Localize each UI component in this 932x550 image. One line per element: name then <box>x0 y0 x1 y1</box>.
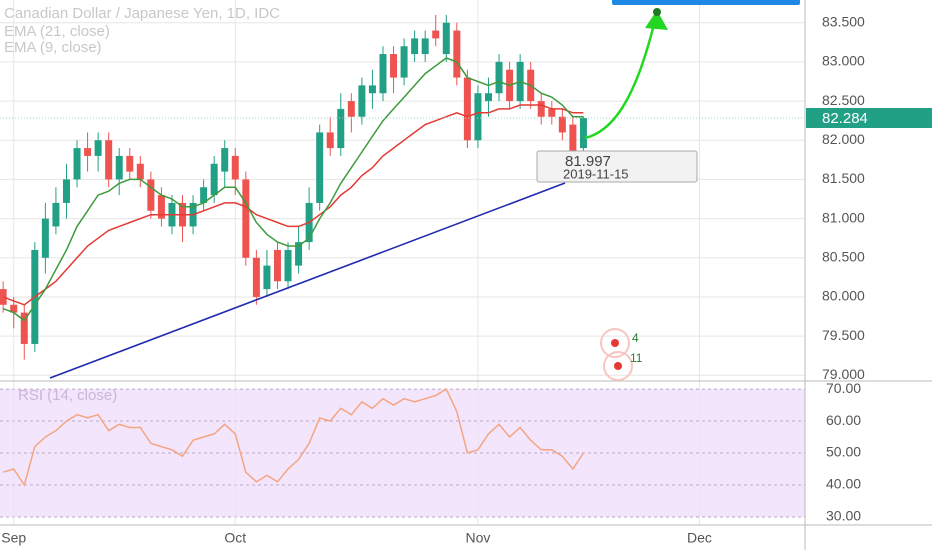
x-tick-label: Nov <box>465 530 490 546</box>
event-count: 4 <box>632 331 639 345</box>
y-tick-label: 82.000 <box>822 131 865 147</box>
candle-body <box>558 116 566 133</box>
event-ring <box>603 351 633 381</box>
y-tick-label: 83.500 <box>822 13 865 29</box>
marks-layer <box>0 14 805 487</box>
event-count: 11 <box>630 351 643 365</box>
candle-body <box>537 101 545 117</box>
candle-body <box>94 140 102 156</box>
rsi-tick-label: 70.00 <box>826 380 861 396</box>
y-tick-label: 79.000 <box>822 366 865 382</box>
candle-body <box>326 132 334 149</box>
last-price-label: 82.284 <box>822 110 868 127</box>
event-marker <box>614 362 622 370</box>
candle-body <box>126 155 134 172</box>
rsi-tick-label: 60.00 <box>826 412 861 428</box>
candle-body <box>368 85 376 94</box>
candle-body <box>347 101 355 117</box>
event-marker <box>611 339 619 347</box>
rsi-tick-label: 40.00 <box>826 476 861 492</box>
annotation-box <box>536 150 698 183</box>
legend-entry: EMA (21, close) <box>4 23 110 40</box>
candle-body <box>147 179 155 211</box>
y-tick-label: 83.000 <box>822 53 865 69</box>
candle-body <box>463 77 471 141</box>
rsi-tick-label: 50.00 <box>826 444 861 460</box>
candle-body <box>52 202 60 227</box>
x-tick-label: Dec <box>687 530 712 546</box>
candle-body <box>432 30 440 39</box>
last-price-tag <box>806 107 932 128</box>
candle-body <box>263 265 271 290</box>
projection-arrow <box>584 23 656 140</box>
candle-body <box>136 163 144 180</box>
candle-body <box>200 187 208 203</box>
candle-body <box>421 38 429 55</box>
candle-body <box>579 117 587 149</box>
candle-body <box>495 61 503 94</box>
candle-body <box>105 140 113 180</box>
candle-body <box>453 30 461 78</box>
annotation-date: 2019-11-15 <box>563 166 629 181</box>
candle-body <box>62 179 70 203</box>
candle-body <box>411 38 419 55</box>
candle-body <box>484 93 492 102</box>
candle-body <box>390 54 398 78</box>
candle-body <box>400 46 408 78</box>
x-tick-label: Sep <box>1 530 26 546</box>
candle-body <box>442 22 450 55</box>
y-tick-label: 79.500 <box>822 327 865 343</box>
candle-body <box>210 163 218 196</box>
trend-line <box>49 182 566 379</box>
target-box <box>612 0 800 5</box>
rsi-label: RSI (14, close) <box>18 387 117 404</box>
ema-line <box>2 57 584 322</box>
candle-body <box>41 218 49 258</box>
candle-body <box>295 242 303 266</box>
candle-body <box>231 155 239 180</box>
y-tick-label: 80.500 <box>822 248 865 264</box>
annotation-price: 81.997 <box>565 153 611 170</box>
candle-body <box>474 93 482 141</box>
chart-title: Canadian Dollar / Japanese Yen, 1D, IDC <box>4 5 280 22</box>
candle-body <box>10 304 18 313</box>
y-tick-label: 82.500 <box>822 92 865 108</box>
candle-body <box>221 148 229 172</box>
candle-body <box>337 108 345 149</box>
candle-body <box>84 148 92 156</box>
y-tick-label: 81.500 <box>822 170 865 186</box>
arrow-head <box>645 10 668 30</box>
candle-body <box>252 257 260 297</box>
candle-body <box>73 148 81 180</box>
candle-body <box>569 124 577 156</box>
rsi-tick-label: 30.00 <box>826 508 861 524</box>
ema-line <box>2 104 584 306</box>
candle-body <box>284 249 292 282</box>
candle-body <box>316 132 324 203</box>
rsi-line <box>2 388 585 487</box>
candle-body <box>20 312 28 344</box>
y-tick-label: 80.000 <box>822 288 865 304</box>
candle-body <box>273 249 281 282</box>
candle-body <box>358 85 366 117</box>
target-point <box>653 8 661 16</box>
candle-body <box>157 195 165 219</box>
x-tick-label: Oct <box>224 530 246 546</box>
candle-body <box>379 54 387 94</box>
legend-entry: EMA (9, close) <box>4 39 102 56</box>
y-tick-label: 81.000 <box>822 209 865 225</box>
candle-body <box>242 179 250 258</box>
candle-body <box>548 108 556 117</box>
event-ring <box>600 328 630 358</box>
candle-body <box>115 155 123 180</box>
